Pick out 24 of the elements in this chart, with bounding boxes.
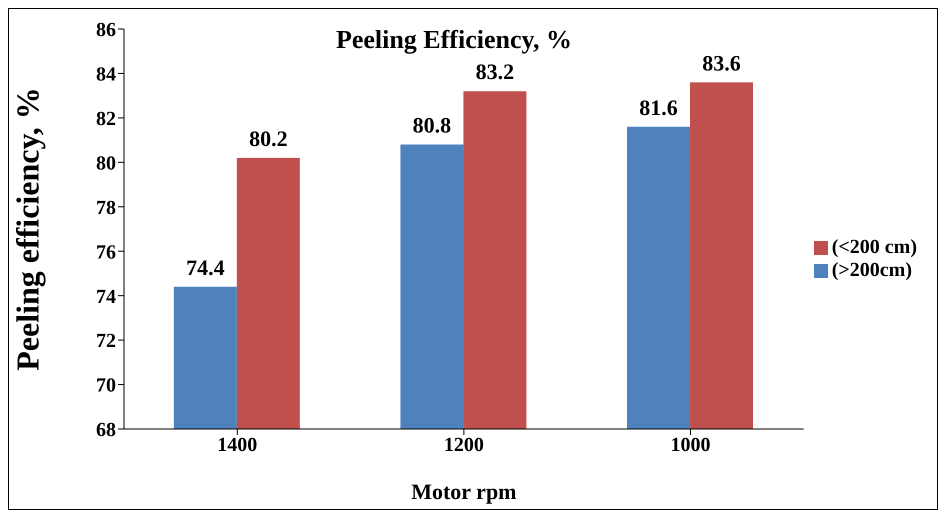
y-tick-label: 84: [96, 64, 116, 86]
data-label: 83.2: [476, 59, 514, 84]
y-tick-label: 72: [96, 330, 116, 352]
y-tick-label: 78: [96, 196, 116, 219]
y-tick-label: 68: [96, 419, 116, 442]
y-tick-label: 76: [96, 241, 116, 264]
y-axis-title: Peeling efficiency, %: [9, 87, 46, 371]
x-tick-label: 1200: [444, 434, 484, 456]
data-label: 83.6: [702, 50, 741, 76]
x-tick-label: 1000: [670, 434, 710, 456]
data-label: 80.8: [412, 112, 452, 138]
y-tick-label: 70: [96, 374, 116, 397]
data-label: 74.4: [186, 254, 225, 280]
legend-label: (<200 cm): [832, 236, 917, 258]
chart-title: Peeling Efficiency, %: [336, 25, 572, 54]
legend-label: (>200cm): [832, 259, 912, 281]
data-label: 80.2: [249, 126, 288, 151]
y-tick-label: 74: [96, 286, 116, 308]
x-axis-title: Motor rpm: [411, 479, 517, 504]
y-tick-label: 86: [96, 19, 116, 42]
data-label: 81.6: [639, 94, 678, 120]
x-tick-label: 1400: [217, 434, 258, 456]
y-tick-label: 82: [96, 108, 116, 130]
y-tick-label: 80: [96, 152, 116, 174]
